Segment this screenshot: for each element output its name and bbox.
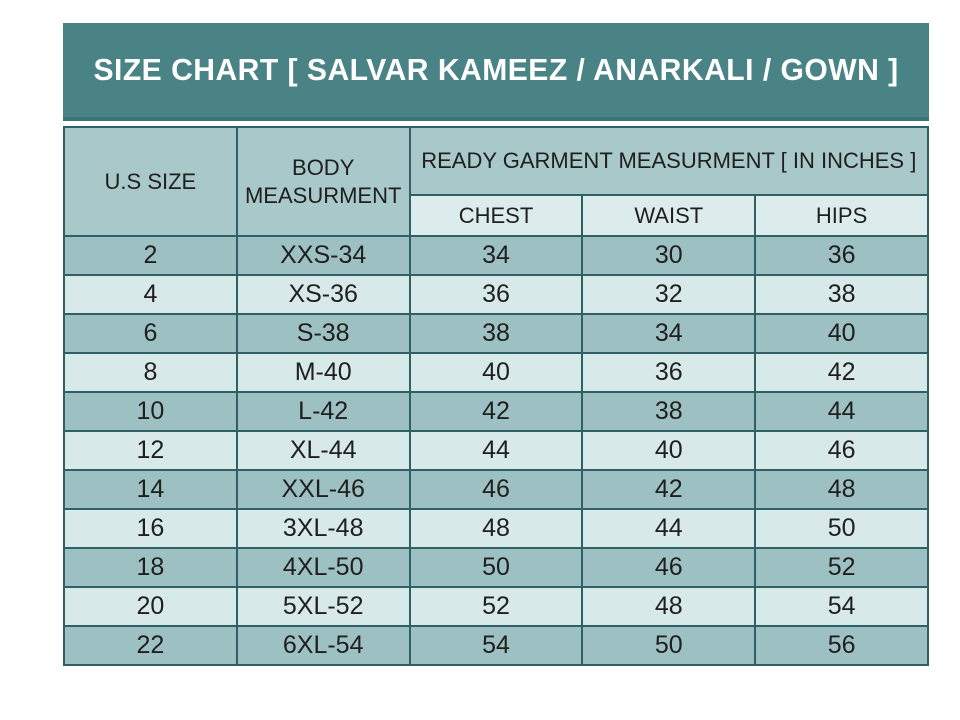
table-row: 4 XS-36 36 32 38 bbox=[63, 274, 929, 315]
table-row: 18 4XL-50 50 46 52 bbox=[63, 547, 929, 588]
table-row: 14 XXL-46 46 42 48 bbox=[63, 469, 929, 510]
size-table: U.S SIZE BODY MEASURMENT READY GARMENT M… bbox=[63, 126, 930, 666]
cell-chest: 46 bbox=[408, 469, 584, 510]
cell-chest: 54 bbox=[408, 625, 584, 666]
cell-chest: 48 bbox=[408, 508, 584, 549]
cell-chest: 50 bbox=[408, 547, 584, 588]
cell-chest: 42 bbox=[408, 391, 584, 432]
cell-hips: 56 bbox=[754, 625, 929, 666]
table-row: 12 XL-44 44 40 46 bbox=[63, 430, 929, 471]
cell-body: 3XL-48 bbox=[235, 508, 411, 549]
cell-hips: 42 bbox=[754, 352, 929, 393]
cell-waist: 34 bbox=[581, 313, 757, 354]
cell-body: L-42 bbox=[235, 391, 411, 432]
cell-us-size: 14 bbox=[63, 469, 238, 510]
cell-hips: 36 bbox=[754, 235, 929, 276]
cell-us-size: 2 bbox=[63, 235, 238, 276]
cell-chest: 36 bbox=[408, 274, 584, 315]
cell-us-size: 22 bbox=[63, 625, 238, 666]
cell-chest: 52 bbox=[408, 586, 584, 627]
cell-waist: 32 bbox=[581, 274, 757, 315]
cell-hips: 46 bbox=[754, 430, 929, 471]
cell-chest: 34 bbox=[408, 235, 584, 276]
table-subheader-row: CHEST WAIST HIPS bbox=[64, 194, 929, 237]
cell-body: XL-44 bbox=[235, 430, 411, 471]
cell-waist: 42 bbox=[581, 469, 757, 510]
cell-chest: 44 bbox=[408, 430, 584, 471]
cell-hips: 52 bbox=[754, 547, 929, 588]
cell-hips: 40 bbox=[754, 313, 929, 354]
cell-us-size: 8 bbox=[63, 352, 238, 393]
cell-waist: 50 bbox=[581, 625, 757, 666]
col-header-chest: CHEST bbox=[408, 194, 584, 237]
cell-body: XXS-34 bbox=[235, 235, 411, 276]
cell-us-size: 4 bbox=[63, 274, 238, 315]
table-row: 20 5XL-52 52 48 54 bbox=[63, 586, 929, 627]
table-header-row: U.S SIZE BODY MEASURMENT READY GARMENT M… bbox=[63, 126, 930, 237]
cell-us-size: 12 bbox=[63, 430, 238, 471]
col-header-ready-garment-group: READY GARMENT MEASURMENT [ IN INCHES ] bbox=[408, 126, 930, 196]
cell-hips: 50 bbox=[754, 508, 929, 549]
size-chart-sheet: SIZE CHART [ SALVAR KAMEEZ / ANARKALI / … bbox=[63, 23, 930, 666]
cell-body: M-40 bbox=[235, 352, 411, 393]
table-row: 6 S-38 38 34 40 bbox=[63, 313, 929, 354]
col-header-us-size: U.S SIZE bbox=[63, 126, 238, 237]
cell-hips: 38 bbox=[754, 274, 929, 315]
cell-hips: 54 bbox=[754, 586, 929, 627]
col-header-hips: HIPS bbox=[754, 194, 929, 237]
table-row: 16 3XL-48 48 44 50 bbox=[63, 508, 929, 549]
table-row: 2 XXS-34 34 30 36 bbox=[63, 235, 929, 276]
cell-us-size: 10 bbox=[63, 391, 238, 432]
table-row: 10 L-42 42 38 44 bbox=[63, 391, 929, 432]
cell-body: XXL-46 bbox=[235, 469, 411, 510]
cell-waist: 36 bbox=[581, 352, 757, 393]
cell-waist: 38 bbox=[581, 391, 757, 432]
cell-hips: 44 bbox=[754, 391, 929, 432]
table-row: 22 6XL-54 54 50 56 bbox=[63, 625, 929, 666]
chart-title-band: SIZE CHART [ SALVAR KAMEEZ / ANARKALI / … bbox=[63, 23, 929, 121]
cell-us-size: 6 bbox=[63, 313, 238, 354]
chart-title: SIZE CHART [ SALVAR KAMEEZ / ANARKALI / … bbox=[93, 52, 899, 87]
cell-us-size: 16 bbox=[63, 508, 238, 549]
cell-body: XS-36 bbox=[235, 274, 411, 315]
cell-waist: 40 bbox=[581, 430, 757, 471]
col-header-waist: WAIST bbox=[581, 194, 757, 237]
col-header-body-measurement: BODY MEASURMENT bbox=[235, 126, 411, 237]
cell-body: 6XL-54 bbox=[235, 625, 411, 666]
table-row: 8 M-40 40 36 42 bbox=[63, 352, 929, 393]
cell-body: 4XL-50 bbox=[235, 547, 411, 588]
cell-waist: 48 bbox=[581, 586, 757, 627]
cell-hips: 48 bbox=[754, 469, 929, 510]
cell-chest: 40 bbox=[408, 352, 584, 393]
cell-us-size: 20 bbox=[63, 586, 238, 627]
cell-body: S-38 bbox=[235, 313, 411, 354]
cell-us-size: 18 bbox=[63, 547, 238, 588]
cell-waist: 44 bbox=[581, 508, 757, 549]
cell-waist: 30 bbox=[581, 235, 757, 276]
cell-waist: 46 bbox=[581, 547, 757, 588]
cell-chest: 38 bbox=[408, 313, 584, 354]
cell-body: 5XL-52 bbox=[235, 586, 411, 627]
